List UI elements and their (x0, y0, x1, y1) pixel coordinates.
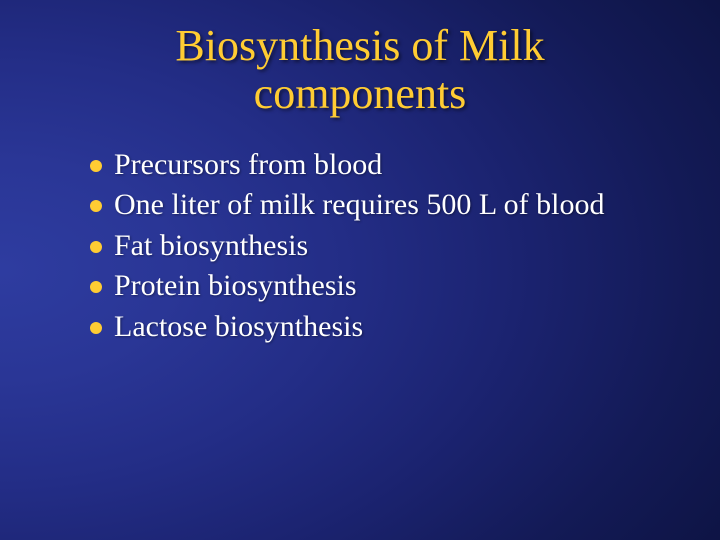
list-item-text: Protein biosynthesis (114, 266, 680, 307)
list-item-text: Fat biosynthesis (114, 226, 680, 267)
slide-title: Biosynthesis of Milk components (0, 0, 720, 119)
bullet-icon (90, 160, 102, 172)
list-item: Fat biosynthesis (90, 226, 680, 267)
bullet-icon (90, 281, 102, 293)
slide-body: Precursors from blood One liter of milk … (0, 145, 720, 348)
list-item: Protein biosynthesis (90, 266, 680, 307)
list-item: Precursors from blood (90, 145, 680, 186)
slide: Biosynthesis of Milk components Precurso… (0, 0, 720, 540)
bullet-icon (90, 241, 102, 253)
list-item-text: Precursors from blood (114, 145, 680, 186)
list-item-text: Lactose biosynthesis (114, 307, 680, 348)
list-item: One liter of milk requires 500 L of bloo… (90, 185, 680, 226)
list-item-text: One liter of milk requires 500 L of bloo… (114, 185, 680, 226)
bullet-icon (90, 322, 102, 334)
bullet-icon (90, 200, 102, 212)
list-item: Lactose biosynthesis (90, 307, 680, 348)
